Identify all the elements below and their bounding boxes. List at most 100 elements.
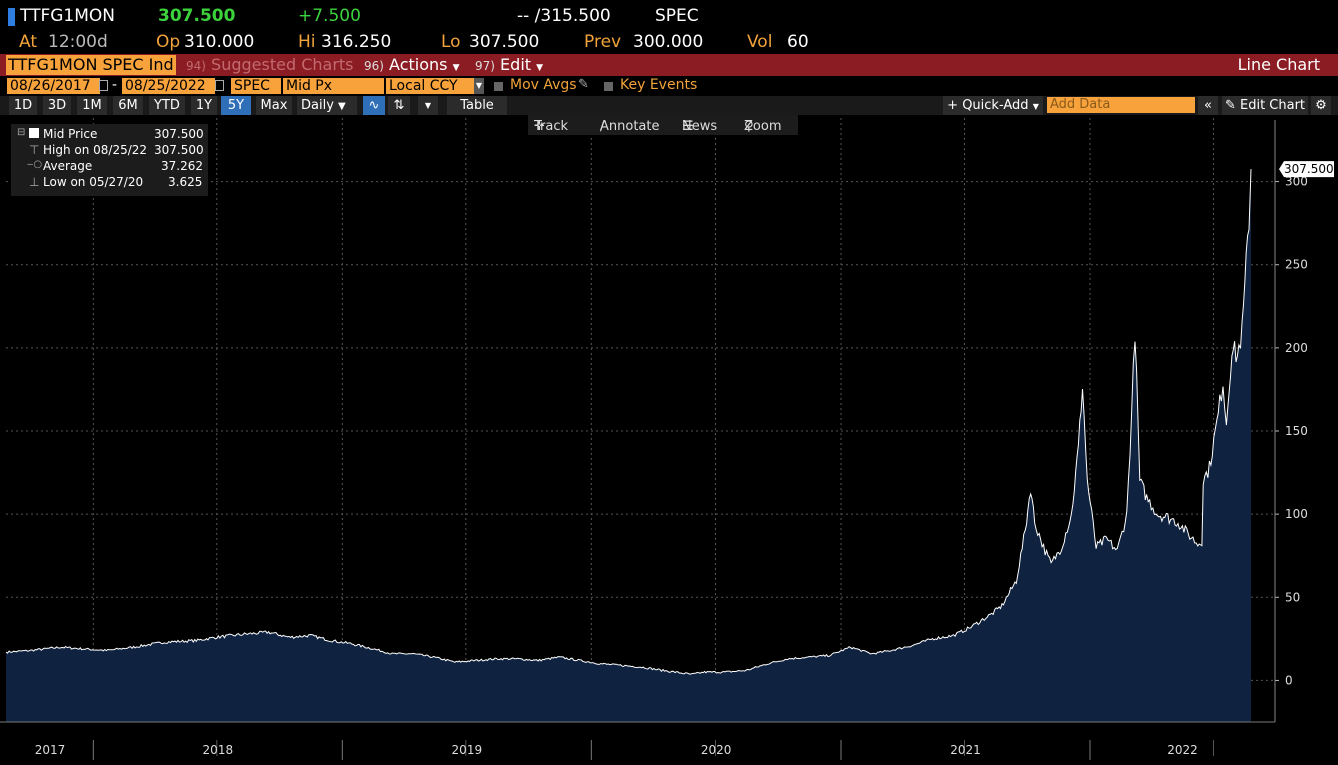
edit-chart-button[interactable]: ✎ Edit Chart [1222,96,1308,115]
currency-select[interactable]: Local CCY [386,78,476,94]
add-data-input[interactable]: Add Data [1047,97,1195,113]
actions-menu[interactable]: 96) Actions ▼ [364,55,460,75]
gear-icon[interactable]: ⚙ [1311,96,1331,115]
track-label: Track [534,119,569,134]
range-5y-button[interactable]: 5Y [221,96,251,115]
quick-add-label: Quick-Add [962,98,1029,113]
news-icon: ☰ [682,119,694,134]
pencil-icon[interactable]: ✎ [578,77,589,92]
y-tick-label: 0 [1285,673,1293,687]
last-price: 307.500 [158,6,236,26]
range-1y-button[interactable]: 1Y [191,96,217,115]
range-max-button[interactable]: Max [256,96,292,115]
ticker-marker [8,8,15,26]
volume-value: 60 [787,32,809,52]
caret-down-icon[interactable]: ▼ [474,78,484,94]
x-tick-label: 2017 [35,743,66,757]
y-tick-label: 250 [1285,258,1308,272]
price-area [6,169,1251,723]
collapse-legend-icon[interactable]: ⊟ [17,127,26,138]
chart-tools: ✛ Track ∕ Annotate ☰ News ⚲ Zoom [528,115,798,135]
key-events-checkbox[interactable] [604,82,613,91]
average-label: Average [43,159,93,173]
prev-value: 300.000 [633,32,704,52]
last-value-box [1279,161,1334,178]
series-swatch [29,128,39,138]
caret-down-icon: ▼ [452,63,460,73]
y-axis: 0 50 100 150 200 250 300 [1274,120,1308,722]
high-label: Hi [298,32,316,52]
x-tick-label: 2021 [950,743,981,757]
suggested-charts-number: 94) [186,59,206,73]
frequency-label: Daily [301,98,334,113]
magnifier-icon: ⚲ [744,119,754,134]
suggested-charts-menu[interactable]: 94) Suggested Charts [186,55,354,75]
calendar-icon[interactable] [99,80,108,91]
frequency-select[interactable]: Daily ▼ [297,96,357,115]
edit-menu[interactable]: 97) Edit ▼ [475,55,543,75]
range-ytd-button[interactable]: YTD [149,96,185,115]
security-field[interactable]: TTFG1MON SPEC Ind [6,55,176,75]
y-tick-label: 100 [1285,507,1308,521]
crosshair-icon: ✛ [534,119,545,134]
price-change: +7.500 [298,6,361,26]
mov-avgs-label[interactable]: Mov Avgs [510,77,577,93]
high-value: 307.500 [154,143,204,157]
caret-down-icon: ▼ [338,101,346,112]
last-value-text: 307.500 [1284,162,1334,176]
low-value: 307.500 [469,32,540,52]
grid [6,118,1275,722]
menu-bar: TTFG1MON SPEC Ind 94) Suggested Charts 9… [0,54,1338,76]
high-value: 316.250 [321,32,392,52]
y-tick-label: 300 [1285,175,1308,189]
date-separator: - [112,77,118,93]
chart-type-title: Line Chart [1237,55,1320,74]
low-label: Low on 05/27/20 [43,175,144,189]
key-events-label[interactable]: Key Events [620,77,698,93]
source-input[interactable]: SPEC [231,78,281,94]
last-value-tag: 307.500 [1279,161,1334,178]
price-line [5,169,1252,675]
prev-label: Prev [584,32,622,52]
line-chart-icon[interactable]: ∿ [363,96,385,115]
low-label: Lo [441,32,461,52]
end-date-input[interactable]: 08/25/2022 [122,78,215,94]
annotate-icon: ∕ [600,119,605,134]
table-button[interactable]: Table [447,96,507,115]
range-6m-button[interactable]: 6M [113,96,143,115]
actions-number: 96) [364,59,384,73]
calendar-icon[interactable] [215,80,224,91]
edit-label: Edit [500,55,532,74]
chart-parameters: 08/26/2017 - 08/25/2022 SPEC Mid Px Loca… [0,77,1338,95]
collapse-icon[interactable]: « [1198,96,1218,115]
y-tick-label: 150 [1285,424,1308,438]
zoom-label: Zoom [744,119,782,134]
volume-label: Vol [747,32,773,52]
start-date-input[interactable]: 08/26/2017 [7,78,100,94]
edit-number: 97) [475,59,495,73]
at-value: 12:00d [48,32,108,52]
range-3d-button[interactable]: 3D [43,96,71,115]
x-tick-label: 2020 [701,743,732,757]
x-tick-label: 2019 [452,743,483,757]
actions-label: Actions [389,55,448,74]
range-1m-button[interactable]: 1M [77,96,107,115]
bar-chart-icon[interactable]: ⇅ [388,96,410,115]
high-marker-icon: ⊤ [29,143,40,157]
caret-down-icon: ▼ [536,63,544,73]
x-axis: 2017 2018 2019 2020 2021 2022 [0,721,1275,760]
high-label: High on 08/25/22 [43,143,148,157]
pricing-source: SPEC [655,6,699,26]
chart-legend: ⊟ Mid Price 307.500 ⊤ High on 08/25/22 3… [11,124,208,196]
field-input[interactable]: Mid Px [283,78,384,94]
chart-style-dropdown-icon[interactable]: ▼ [418,96,438,115]
mov-avgs-checkbox[interactable] [494,82,503,91]
quote-header: TTFG1MON 307.500 +7.500 -- /315.500 SPEC [0,6,1338,28]
ticker-symbol[interactable]: TTFG1MON [20,6,116,26]
quick-add-button[interactable]: + Quick-Add ▼ [943,96,1043,115]
open-value: 310.000 [184,32,255,52]
range-1d-button[interactable]: 1D [9,96,37,115]
plus-icon: + [947,98,959,113]
low-value: 3.625 [168,175,203,189]
